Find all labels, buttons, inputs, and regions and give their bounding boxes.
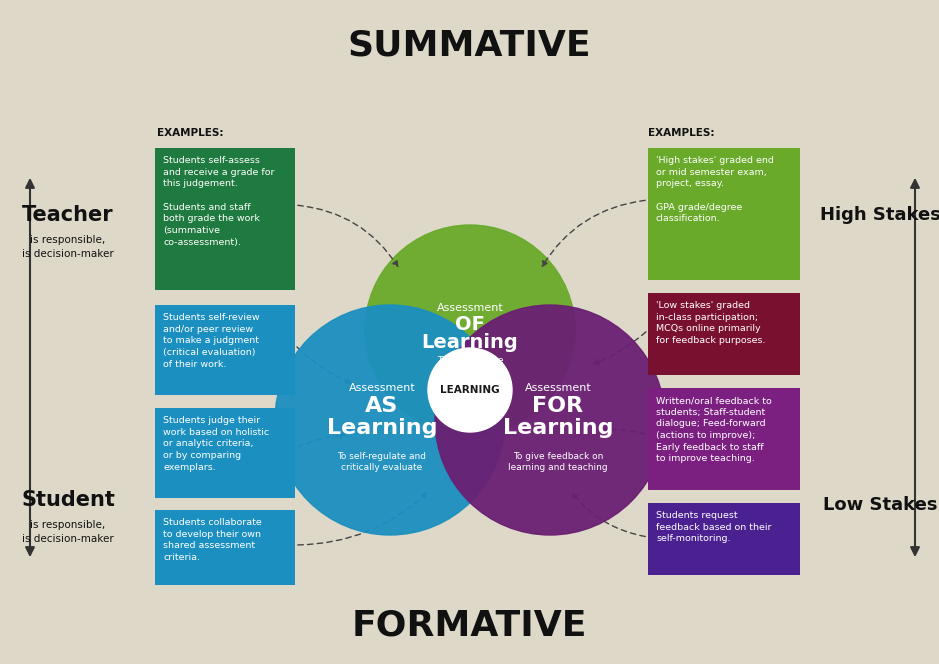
FancyBboxPatch shape [648,388,800,490]
Text: Student: Student [21,490,115,510]
Text: To give feedback on
learning and teaching: To give feedback on learning and teachin… [508,452,608,472]
FancyBboxPatch shape [648,148,800,280]
Text: EXAMPLES:: EXAMPLES: [157,128,223,138]
Text: Students self-assess
and receive a grade for
this judgement.

Students and staff: Students self-assess and receive a grade… [163,156,274,246]
Text: is responsible,
is decision-maker: is responsible, is decision-maker [23,236,114,258]
Text: Low Stakes: Low Stakes [823,496,937,514]
Circle shape [365,225,575,435]
Text: Students collaborate
to develop their own
shared assessment
criteria.: Students collaborate to develop their ow… [163,518,262,562]
Text: Students self-review
and/or peer review
to make a judgment
(critical evaluation): Students self-review and/or peer review … [163,313,259,369]
Text: FORMATIVE: FORMATIVE [352,609,587,643]
Text: Learning: Learning [327,418,438,438]
Text: Assessment: Assessment [525,383,592,393]
Text: OF: OF [455,315,485,333]
FancyBboxPatch shape [648,503,800,575]
Text: Learning: Learning [502,418,613,438]
Circle shape [428,348,512,432]
Text: SUMMATIVE: SUMMATIVE [347,28,592,62]
Text: Teacher: Teacher [23,205,114,225]
Text: Learning: Learning [422,333,518,351]
FancyBboxPatch shape [155,148,295,290]
Text: To demonstate
achievement: To demonstate achievement [437,356,503,376]
Text: Assessment: Assessment [437,303,503,313]
Text: High Stakes: High Stakes [820,206,939,224]
Text: FOR: FOR [532,396,583,416]
Text: 'High stakes' graded end
or mid semester exam,
project, essay.

GPA grade/degree: 'High stakes' graded end or mid semester… [656,156,774,223]
Text: EXAMPLES:: EXAMPLES: [648,128,715,138]
Text: 'Low stakes' graded
in-class participation;
MCQs online primarily
for feedback p: 'Low stakes' graded in-class participati… [656,301,765,345]
Text: is responsible,
is decision-maker: is responsible, is decision-maker [23,521,114,544]
Text: Students request
feedback based on their
self-monitoring.: Students request feedback based on their… [656,511,772,543]
Text: Written/oral feedback to
students; Staff-student
dialogue; Feed-forward
(actions: Written/oral feedback to students; Staff… [656,396,772,463]
FancyBboxPatch shape [155,408,295,498]
FancyBboxPatch shape [155,305,295,395]
Text: Assessment: Assessment [348,383,415,393]
Circle shape [275,305,505,535]
FancyBboxPatch shape [155,510,295,585]
Text: To self-regulate and
critically evaluate: To self-regulate and critically evaluate [337,452,426,472]
Text: AS: AS [365,396,399,416]
FancyBboxPatch shape [648,293,800,375]
Text: Students judge their
work based on holistic
or analytic criteria,
or by comparin: Students judge their work based on holis… [163,416,269,471]
Circle shape [435,305,665,535]
Text: LEARNING: LEARNING [440,385,500,395]
